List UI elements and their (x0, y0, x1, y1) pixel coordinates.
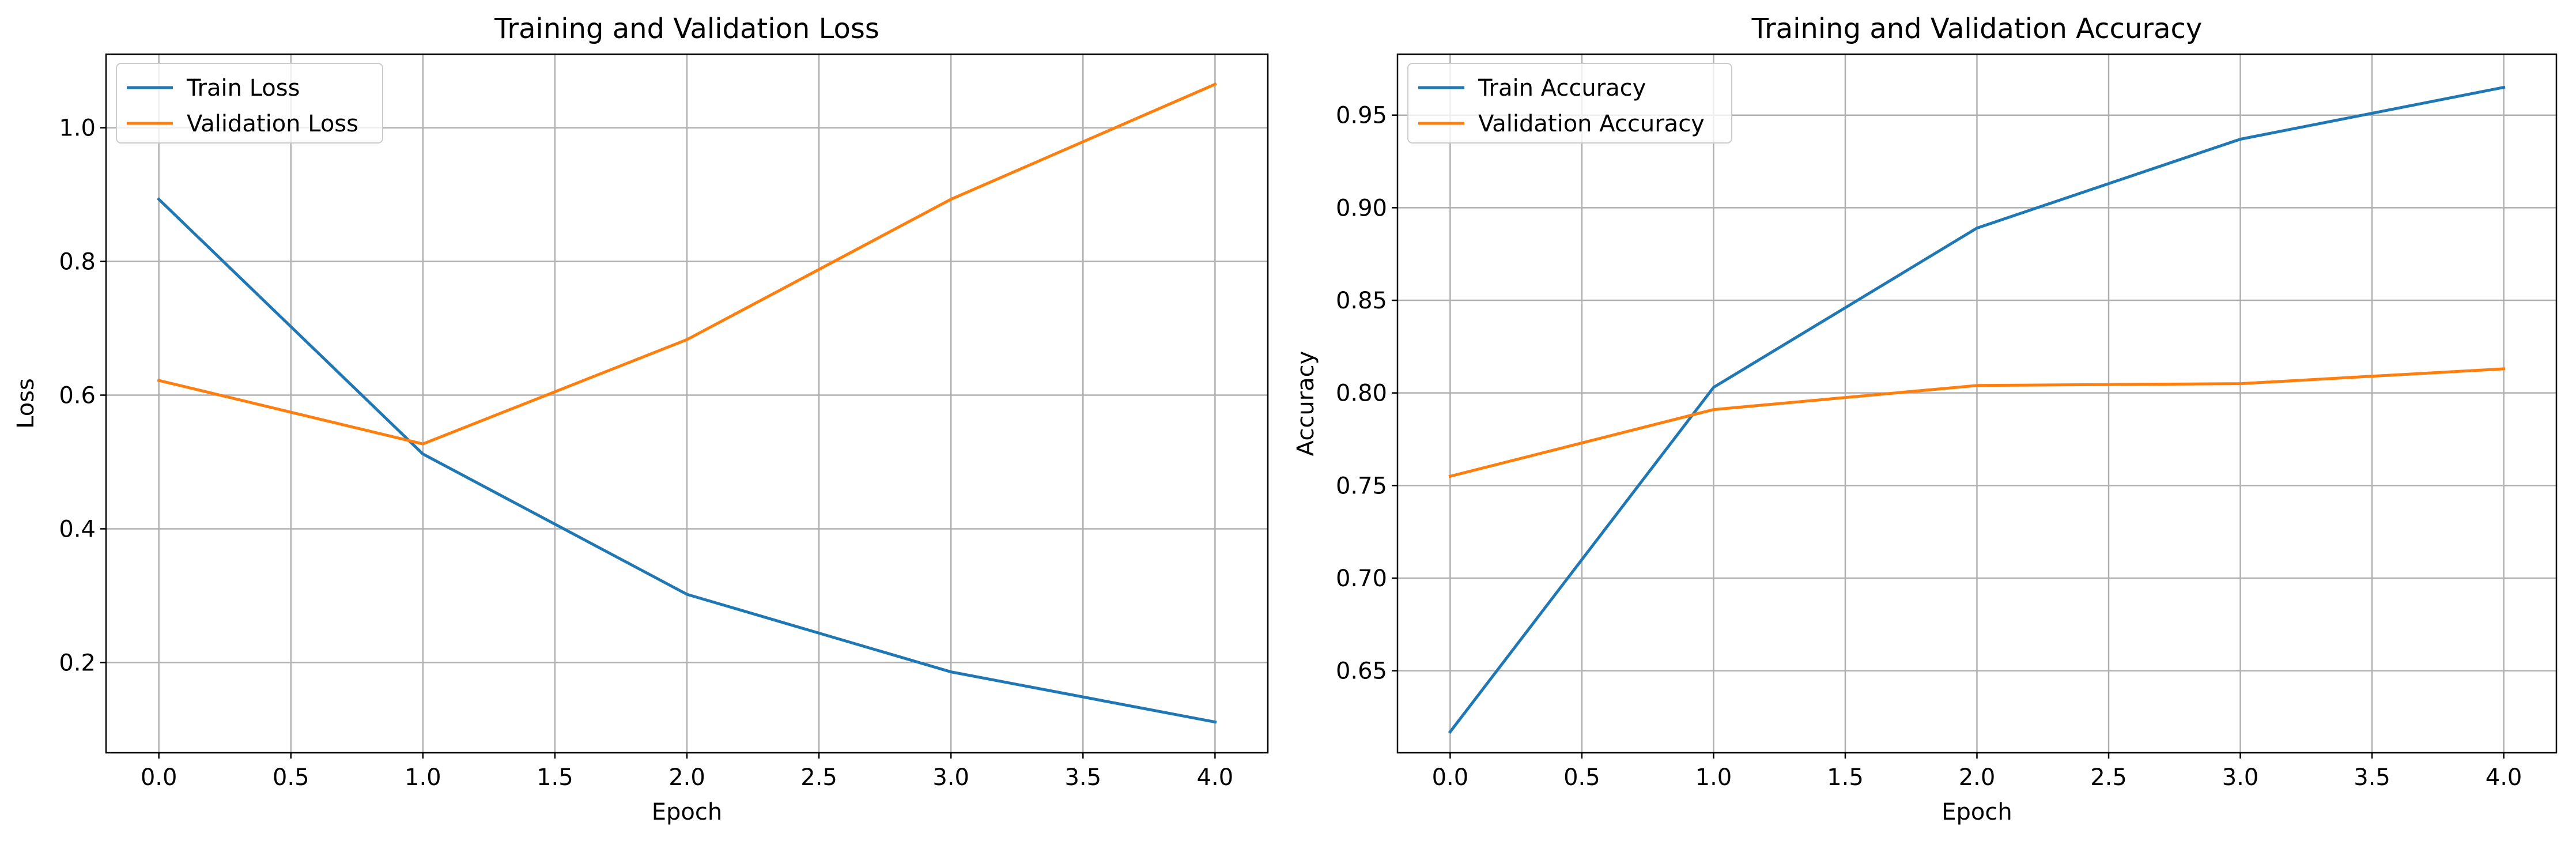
train-series-line (1448, 85, 2506, 734)
validation-series-line (157, 82, 1217, 446)
y-tick-label: 0.70 (1336, 565, 1387, 592)
y-tick-label: 0.95 (1336, 103, 1387, 129)
y-tick-label: 1.0 (59, 115, 96, 142)
x-tick-label: 2.0 (1959, 764, 1996, 791)
train-series-line (157, 197, 1217, 724)
x-tick-label: 1.0 (405, 764, 441, 791)
y-tick-label: 0.4 (59, 516, 96, 542)
x-tick-label: 3.0 (932, 764, 969, 791)
legend-box (116, 63, 383, 144)
x-tick-label: 1.0 (1695, 764, 1732, 791)
legend-box (1407, 63, 1732, 144)
x-tick-label: 1.5 (1827, 764, 1864, 791)
y-axis-label: Loss (13, 378, 39, 429)
chart-title: Training and Validation Accuracy (1751, 13, 2203, 45)
y-tick-label: 0.85 (1336, 288, 1387, 314)
y-tick-label: 0.90 (1336, 195, 1387, 221)
grid (106, 54, 1268, 753)
x-axis-label: Epoch (652, 799, 722, 825)
x-tick-label: 2.0 (668, 764, 705, 791)
x-tick-label: 3.5 (2354, 764, 2390, 791)
x-ticks: 0.0 0.5 1.0 1.5 2.0 2.5 3.0 3.5 4.0 (141, 753, 1233, 791)
x-tick-label: 1.5 (537, 764, 573, 791)
x-tick-label: 2.5 (800, 764, 837, 791)
loss-chart: Training and Validation Loss Epoch Loss … (13, 13, 1269, 825)
y-axis-label: Accuracy (1293, 351, 1319, 457)
accuracy-chart: Training and Validation Accuracy Epoch A… (1293, 13, 2558, 825)
y-tick-label: 0.75 (1336, 473, 1387, 499)
x-tick-label: 3.0 (2222, 764, 2259, 791)
x-tick-label: 0.0 (141, 764, 177, 791)
y-tick-label: 0.6 (59, 383, 96, 409)
x-tick-label: 2.5 (2090, 764, 2127, 791)
x-tick-label: 4.0 (2486, 764, 2522, 791)
y-tick-label: 0.80 (1336, 380, 1387, 407)
x-tick-label: 0.0 (1432, 764, 1469, 791)
x-tick-label: 4.0 (1197, 764, 1234, 791)
legend-label-train: Train Accuracy (1478, 75, 1646, 101)
x-tick-label: 3.5 (1064, 764, 1101, 791)
x-axis-label: Epoch (1942, 799, 2012, 825)
y-ticks: 0.2 0.4 0.6 0.8 1.0 (59, 115, 106, 676)
validation-series-line (1448, 367, 2506, 478)
x-tick-label: 0.5 (1563, 764, 1600, 791)
series-lines (1448, 85, 2506, 734)
grid (1397, 54, 2556, 753)
legend-label-validation: Validation Loss (187, 111, 358, 137)
x-ticks: 0.0 0.5 1.0 1.5 2.0 2.5 3.0 3.5 4.0 (1432, 753, 2522, 791)
chart-title: Training and Validation Loss (494, 13, 879, 45)
legend: Train Loss Validation Loss (116, 63, 383, 144)
y-ticks: 0.65 0.70 0.75 0.80 0.85 0.90 0.95 (1336, 103, 1397, 685)
legend-label-validation: Validation Accuracy (1478, 111, 1705, 137)
y-tick-label: 0.65 (1336, 658, 1387, 685)
y-tick-label: 0.8 (59, 249, 96, 276)
y-tick-label: 0.2 (59, 650, 96, 676)
series-lines (157, 82, 1217, 724)
x-tick-label: 0.5 (273, 764, 309, 791)
legend-label-train: Train Loss (186, 75, 300, 101)
legend: Train Accuracy Validation Accuracy (1407, 63, 1732, 144)
